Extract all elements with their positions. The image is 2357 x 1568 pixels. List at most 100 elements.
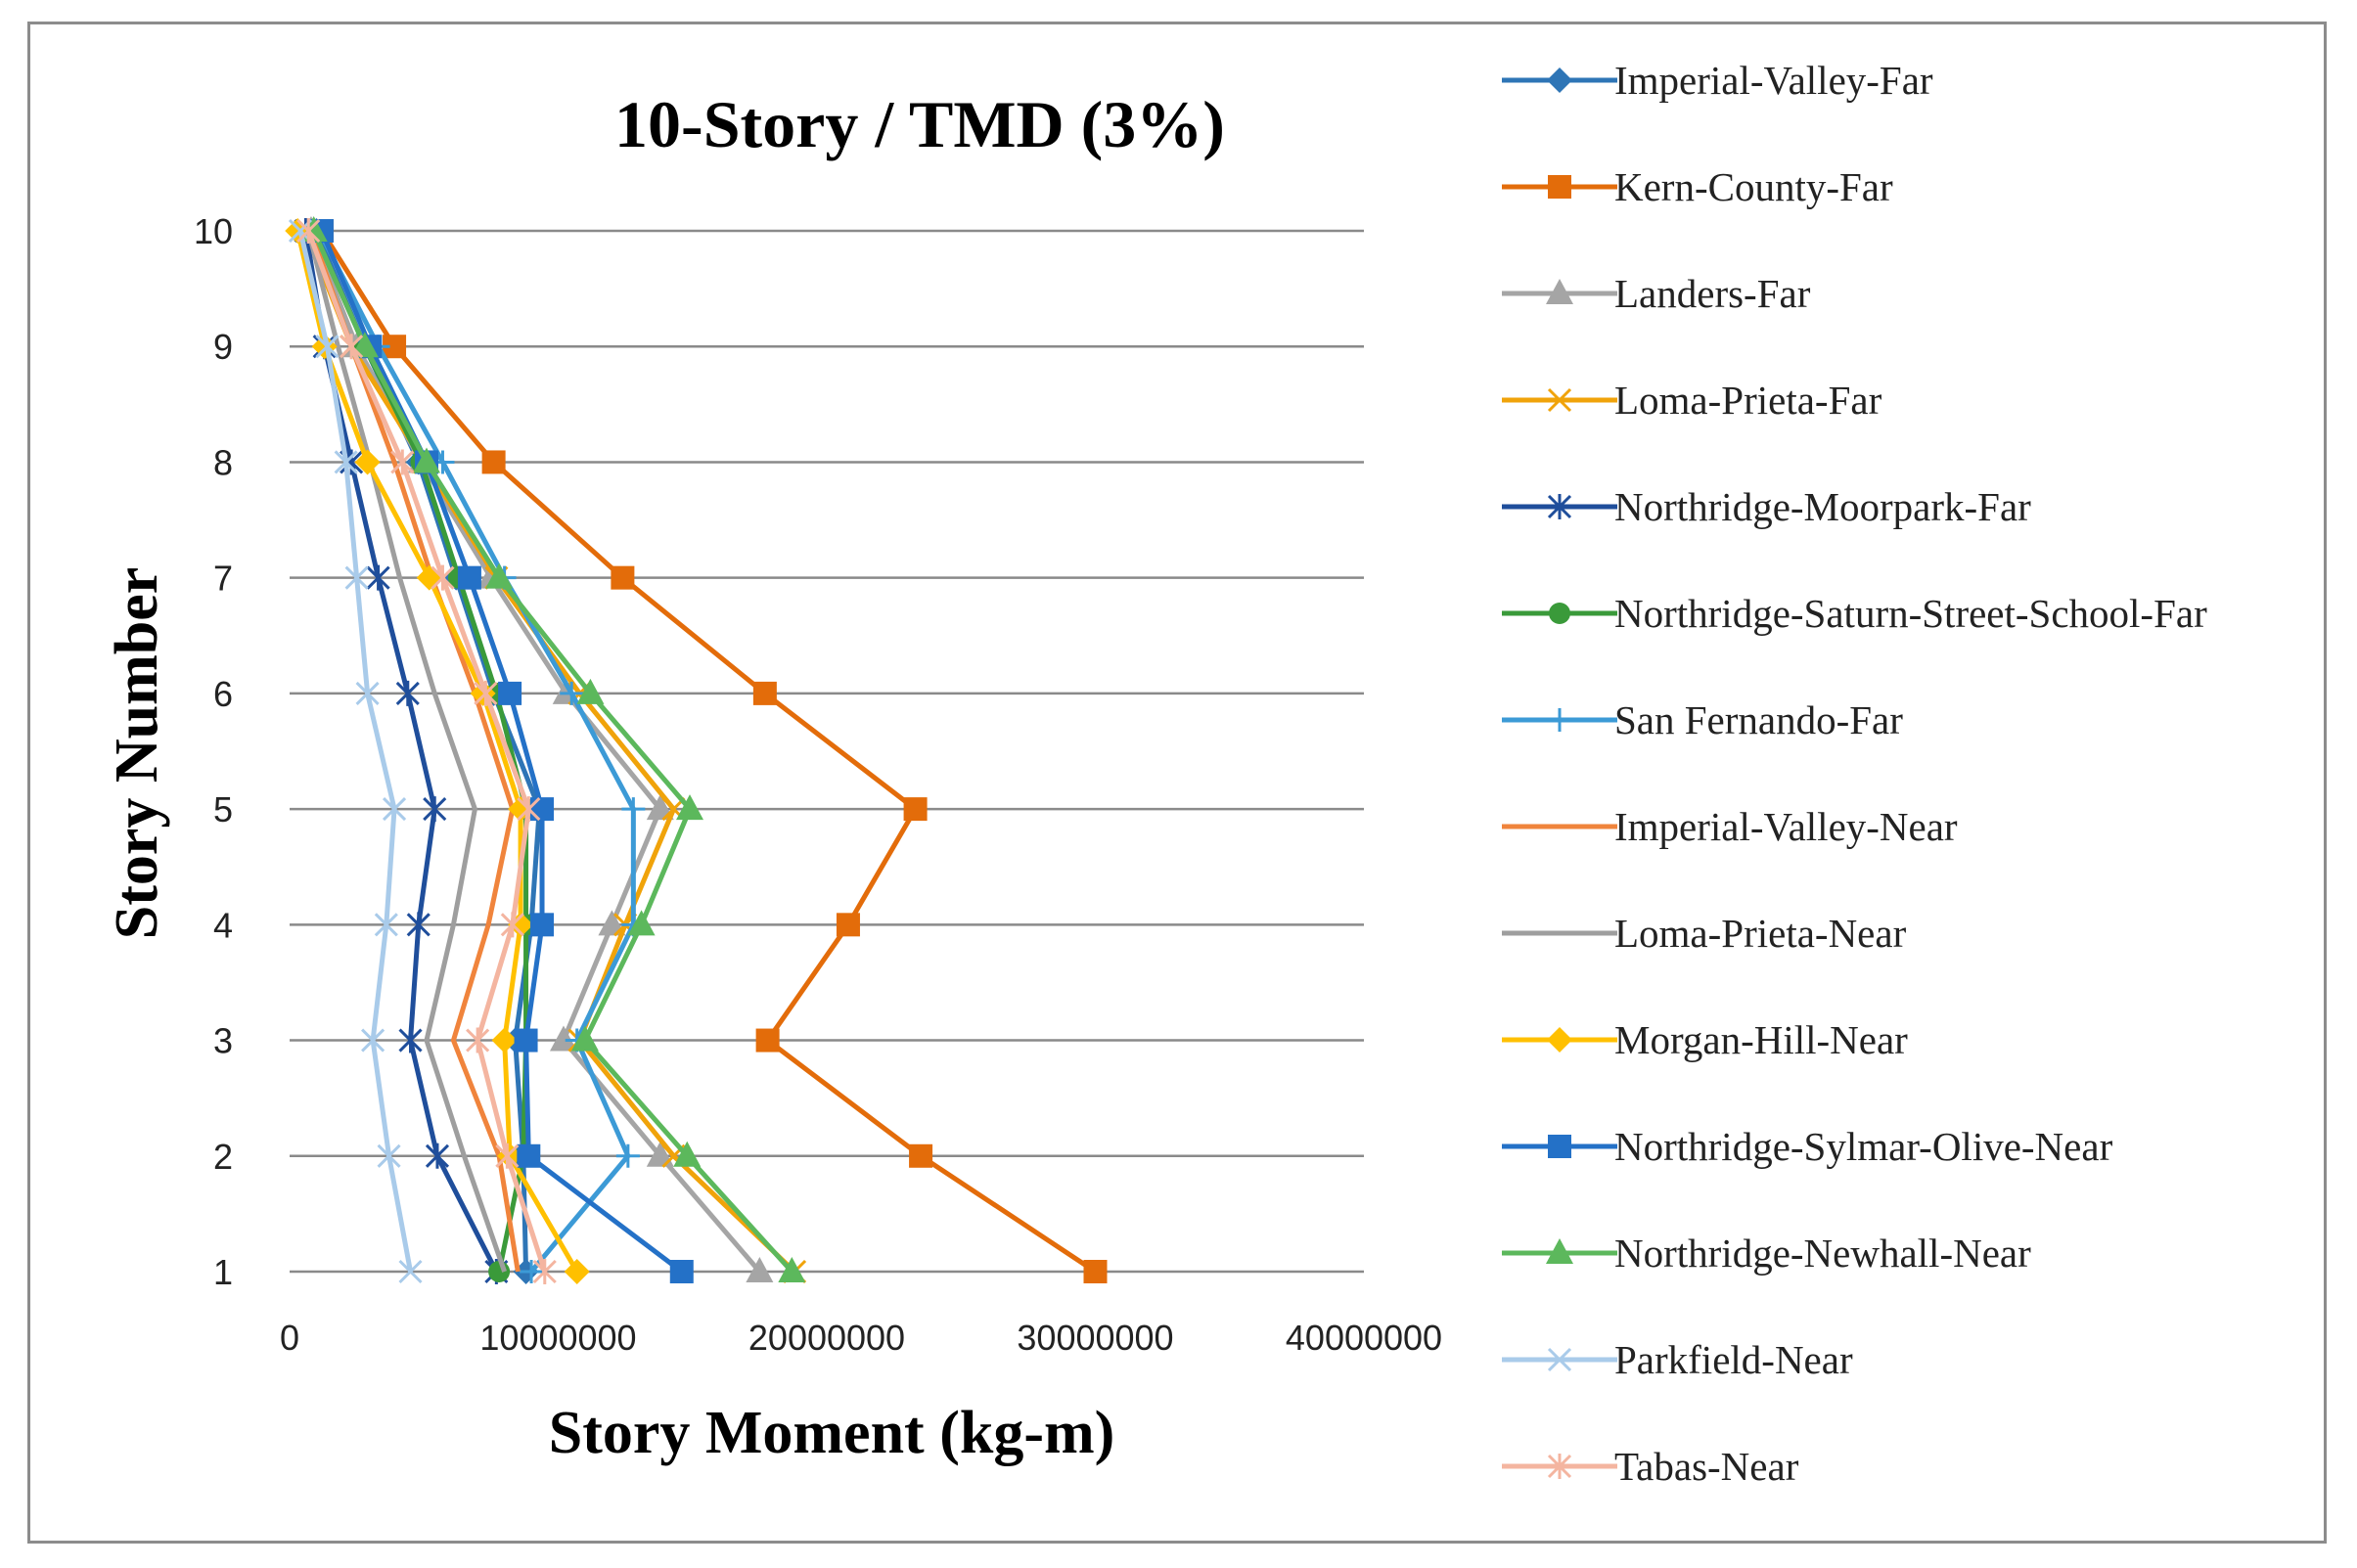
series-4 — [294, 218, 509, 1284]
legend-item: Landers-Far — [1502, 271, 1811, 316]
data-point — [909, 1143, 933, 1168]
y-tick-label: 10 — [194, 211, 233, 251]
series-line — [311, 229, 794, 1274]
legend-item: Morgan-Hill-Near — [1502, 1017, 1908, 1062]
data-point — [395, 680, 420, 706]
data-point — [354, 449, 381, 475]
data-point — [549, 1025, 577, 1052]
data-point — [676, 794, 704, 821]
data-point — [627, 910, 656, 936]
data-point — [598, 910, 626, 936]
data-point — [355, 681, 380, 705]
data-point — [560, 681, 584, 705]
series-6 — [307, 219, 646, 1283]
data-point — [390, 449, 415, 475]
legend-marker — [1547, 494, 1572, 519]
legend-label: Imperial-Valley-Near — [1614, 804, 1958, 849]
y-axis-title: Story Number — [104, 567, 170, 940]
x-tick-labels: 0 10000000 20000000 30000000 40000000 — [280, 1318, 1442, 1358]
series-line — [303, 230, 796, 1274]
y-tick-label: 8 — [213, 442, 233, 482]
chart-frame — [27, 22, 2327, 1544]
legend-marker — [1547, 387, 1572, 413]
x-tick-label: 0 — [280, 1318, 299, 1358]
legend-item: Northridge-Moorpark-Far — [1502, 484, 2031, 529]
legend-label: Landers-Far — [1614, 271, 1811, 316]
legend-marker — [1546, 279, 1573, 304]
legend: Imperial-Valley-Far Kern-County-Far Lander… — [1502, 58, 2207, 1489]
data-point — [377, 1143, 401, 1168]
legend-item: Loma-Prieta-Far — [1502, 378, 1882, 423]
data-point — [296, 218, 321, 244]
data-point — [412, 447, 440, 473]
y-tick-labels: 1 2 3 4 5 6 7 8 9 10 — [194, 211, 233, 1292]
data-point — [350, 332, 379, 358]
legend-marker — [1547, 1347, 1572, 1372]
series-13 — [296, 218, 557, 1284]
data-point — [517, 1143, 541, 1168]
legend-marker — [1549, 603, 1570, 624]
data-point — [299, 216, 328, 242]
data-point — [530, 797, 555, 822]
data-point — [398, 1027, 423, 1053]
data-point — [746, 1257, 774, 1282]
y-tick-label: 3 — [213, 1021, 233, 1061]
legend-marker — [1548, 1135, 1571, 1158]
data-point — [491, 1027, 518, 1053]
data-point — [495, 1142, 520, 1169]
series-8 — [305, 230, 507, 1273]
legend-label: Northridge-Saturn-Street-School-Far — [1614, 591, 2207, 636]
data-point — [398, 1259, 423, 1284]
legend-label: Imperial-Valley-Far — [1614, 58, 1933, 103]
x-tick-label: 30000000 — [1017, 1318, 1173, 1358]
legend-item: Kern-County-Far — [1502, 164, 1893, 209]
data-point — [673, 1141, 702, 1167]
data-point — [514, 1028, 538, 1053]
data-point — [481, 450, 506, 474]
data-point — [311, 334, 338, 360]
data-point — [570, 1025, 599, 1052]
series-group — [285, 216, 1108, 1284]
data-point — [500, 912, 524, 938]
series-11 — [299, 216, 806, 1282]
data-point — [564, 1259, 590, 1284]
data-point — [457, 565, 481, 590]
legend-item: Northridge-Newhall-Near — [1502, 1231, 2031, 1276]
data-point — [520, 1260, 544, 1283]
y-tick-label: 2 — [213, 1137, 233, 1177]
legend-label: Northridge-Newhall-Near — [1614, 1231, 2031, 1276]
data-point — [344, 565, 369, 590]
x-tick-label: 10000000 — [479, 1318, 636, 1358]
series-line — [297, 230, 413, 1273]
legend-label: Kern-County-Far — [1614, 164, 1893, 209]
data-point — [488, 1261, 511, 1282]
data-point — [374, 913, 398, 937]
legend-label: Tabas-Near — [1614, 1444, 1799, 1489]
series-7 — [308, 230, 521, 1273]
legend-label: Morgan-Hill-Near — [1614, 1017, 1908, 1062]
data-point — [903, 797, 928, 822]
data-point — [340, 334, 364, 360]
data-point — [406, 912, 431, 938]
x-axis-title: Story Moment (kg-m) — [549, 1400, 1115, 1466]
data-point — [466, 1027, 490, 1053]
y-tick-label: 1 — [213, 1252, 233, 1292]
legend-item: San Fernando-Far — [1502, 697, 1903, 742]
data-point — [752, 681, 777, 705]
series-line — [316, 229, 636, 1274]
x-tick-label: 40000000 — [1286, 1318, 1442, 1358]
legend-label: Loma-Prieta-Far — [1614, 378, 1882, 423]
data-point — [755, 1028, 780, 1053]
chart-title: 10-Story / TMD (3%) — [614, 87, 1225, 161]
data-point — [1083, 1260, 1108, 1283]
series-3 — [294, 218, 807, 1284]
legend-label: San Fernando-Far — [1614, 697, 1903, 742]
legend-marker — [1547, 1027, 1572, 1053]
y-tick-label: 7 — [213, 559, 233, 599]
legend-label: Parkfield-Near — [1614, 1337, 1853, 1382]
legend-item: Northridge-Sylmar-Olive-Near — [1502, 1124, 2113, 1169]
series-line — [295, 230, 579, 1274]
data-point — [778, 1257, 806, 1282]
data-point — [361, 1028, 385, 1053]
series-12 — [288, 218, 423, 1284]
